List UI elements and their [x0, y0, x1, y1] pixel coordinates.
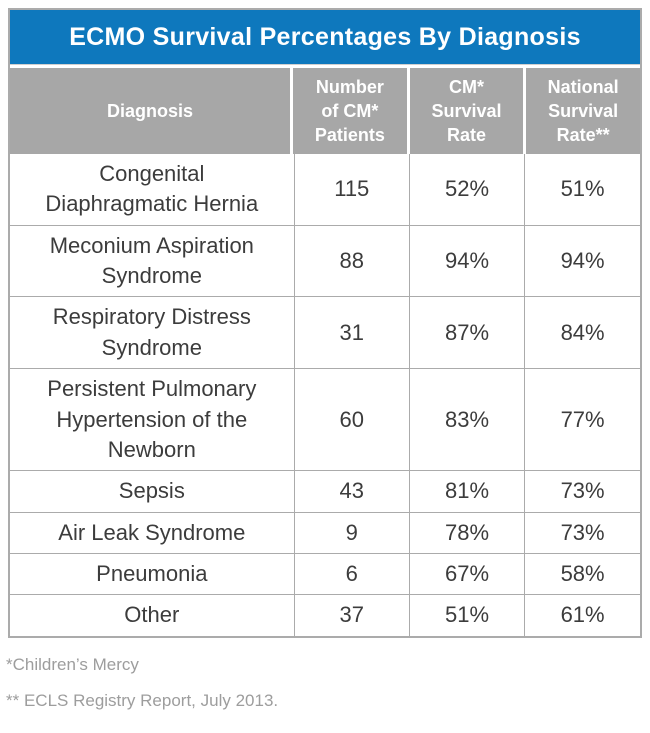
diagnosis-cell: Respiratory Distress Syndrome	[10, 296, 295, 370]
table-row: Other 37 51% 61%	[10, 594, 640, 636]
column-header-national-survival-rate: National Survival Rate**	[526, 68, 640, 154]
cm-survival-rate-cell: 67%	[408, 552, 526, 596]
diagnosis-cell: Meconium Aspiration Syndrome	[10, 224, 295, 298]
table-body: Congenital Diaphragmatic Hernia 115 52% …	[10, 154, 640, 636]
table-row: Sepsis 43 81% 73%	[10, 470, 640, 513]
cm-survival-rate-cell: 52%	[408, 154, 526, 226]
table-row: Pneumonia 6 67% 58%	[10, 552, 640, 596]
page-title: ECMO Survival Percentages By Diagnosis	[69, 22, 581, 51]
national-survival-rate-cell: 77%	[524, 368, 640, 472]
national-survival-rate-cell: 73%	[524, 470, 640, 513]
national-survival-rate-cell: 58%	[524, 552, 640, 596]
patients-count-cell: 60	[293, 368, 410, 472]
title-bar: ECMO Survival Percentages By Diagnosis	[10, 10, 640, 65]
diagnosis-cell: Other	[10, 594, 295, 636]
column-header-diagnosis: Diagnosis	[10, 68, 291, 154]
cm-survival-rate-cell: 87%	[408, 296, 526, 370]
cm-survival-rate-cell: 83%	[408, 368, 526, 472]
column-header-cm-survival-rate: CM* Survival Rate	[409, 68, 524, 154]
cm-survival-rate-cell: 78%	[408, 511, 526, 554]
diagnosis-cell: Air Leak Syndrome	[10, 511, 295, 554]
national-survival-rate-cell: 84%	[524, 296, 640, 370]
patients-count-cell: 31	[293, 296, 410, 370]
diagnosis-cell: Persistent Pulmonary Hypertension of the…	[10, 368, 295, 472]
table-header-row: Diagnosis Number of CM* Patients CM* Sur…	[10, 68, 640, 154]
patients-count-cell: 115	[293, 154, 410, 226]
table-row: Respiratory Distress Syndrome 31 87% 84%	[10, 296, 640, 370]
cm-survival-rate-cell: 94%	[408, 224, 526, 298]
cm-survival-rate-cell: 81%	[408, 470, 526, 513]
patients-count-cell: 43	[293, 470, 410, 513]
table-row: Persistent Pulmonary Hypertension of the…	[10, 368, 640, 472]
patients-count-cell: 88	[293, 224, 410, 298]
footnote-ecls-registry: ** ECLS Registry Report, July 2013.	[6, 690, 279, 710]
patients-count-cell: 37	[293, 594, 410, 636]
national-survival-rate-cell: 61%	[524, 594, 640, 636]
national-survival-rate-cell: 94%	[524, 224, 640, 298]
patients-count-cell: 9	[293, 511, 410, 554]
table-row: Air Leak Syndrome 9 78% 73%	[10, 511, 640, 554]
data-table: Congenital Diaphragmatic Hernia 115 52% …	[10, 154, 640, 636]
table-row: Meconium Aspiration Syndrome 88 94% 94%	[10, 224, 640, 298]
footnote-childrens-mercy: *Children’s Mercy	[6, 654, 139, 674]
table-row: Congenital Diaphragmatic Hernia 115 52% …	[10, 154, 640, 226]
national-survival-rate-cell: 51%	[524, 154, 640, 226]
column-header-number-of-cm-patients: Number of CM* Patients	[293, 68, 407, 154]
cm-survival-rate-cell: 51%	[408, 594, 526, 636]
national-survival-rate-cell: 73%	[524, 511, 640, 554]
diagnosis-cell: Congenital Diaphragmatic Hernia	[10, 154, 295, 226]
diagnosis-cell: Pneumonia	[10, 552, 295, 596]
patients-count-cell: 6	[293, 552, 410, 596]
footnotes: *Children’s Mercy ** ECLS Registry Repor…	[6, 655, 650, 711]
diagnosis-cell: Sepsis	[10, 470, 295, 513]
ecmo-survival-table: ECMO Survival Percentages By Diagnosis D…	[8, 8, 642, 638]
